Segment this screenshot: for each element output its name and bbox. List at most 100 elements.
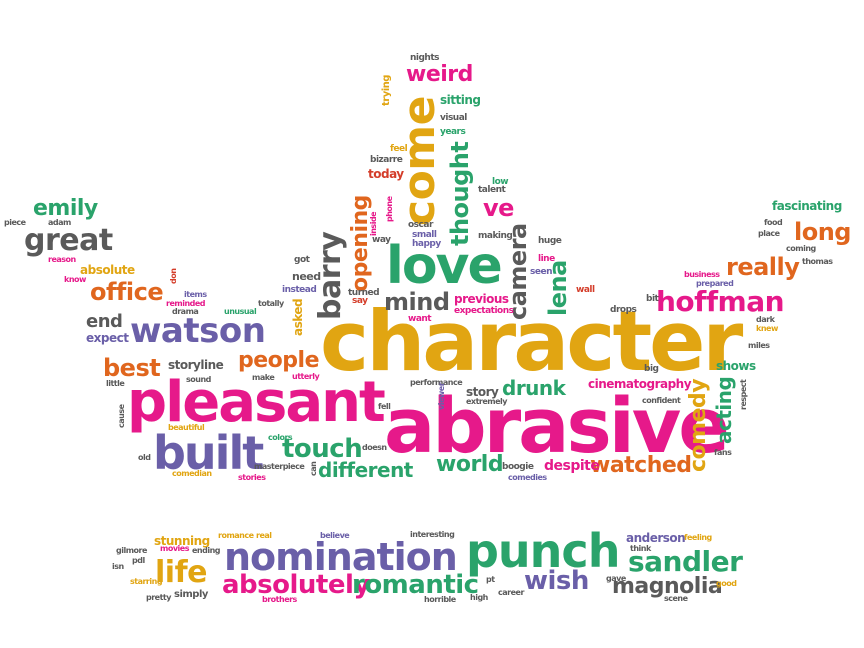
word-boogie: boogie <box>502 462 534 472</box>
word-absolutely: absolutely <box>222 570 370 600</box>
word-long: long <box>794 218 851 246</box>
word-watched: watched <box>590 453 692 478</box>
word-say: say <box>352 296 368 306</box>
word-miles: miles <box>748 341 770 350</box>
word-simply: simply <box>174 589 208 600</box>
word-despite: despite <box>544 458 600 474</box>
word-want: want <box>408 314 432 324</box>
word-totally: totally <box>258 299 284 308</box>
word-masterpiece: masterpiece <box>254 462 305 471</box>
word-colors: colors <box>268 433 293 442</box>
word-business: business <box>684 270 720 279</box>
word-thought: thought <box>446 141 474 246</box>
word-absolute: absolute <box>80 263 135 277</box>
word-doesn: doesn <box>362 443 387 452</box>
word-movies: movies <box>160 544 189 553</box>
word-fascinating: fascinating <box>772 199 842 213</box>
word-wish: wish <box>524 566 589 596</box>
word-watson: watson <box>130 311 266 351</box>
word-really: really <box>726 253 800 281</box>
word-extremely: extremely <box>466 397 508 406</box>
word-sandler: sandler <box>628 545 743 578</box>
word-touch: touch <box>282 434 363 464</box>
word-thomas: thomas <box>802 257 833 266</box>
word-pdl: pdl <box>132 556 145 565</box>
word-asked: asked <box>291 298 305 336</box>
word-hoffman: hoffman <box>656 285 785 318</box>
word-anderson: anderson <box>626 531 686 545</box>
word-character: character <box>320 293 743 390</box>
word-performance: performance <box>410 378 463 387</box>
word-believe: believe <box>320 531 350 540</box>
word-turned: turned <box>348 288 380 298</box>
word-piece: piece <box>4 218 26 227</box>
word-old: old <box>138 453 151 462</box>
word-comedy: comedy <box>686 378 711 472</box>
word-knew: knew <box>756 324 778 333</box>
word-great: great <box>24 223 113 258</box>
word-respect: respect <box>739 379 748 410</box>
word-end: end <box>86 311 123 332</box>
word-acting: acting <box>712 376 736 444</box>
word-gave: gave <box>606 574 626 583</box>
word-romance: romance <box>218 531 254 540</box>
word-different: different <box>318 458 413 482</box>
word-big: big <box>644 364 659 374</box>
word-small: small <box>412 230 437 240</box>
word-know: know <box>64 275 86 284</box>
word-people: people <box>238 348 320 373</box>
word-nomination: nomination <box>224 535 458 579</box>
word-isn: isn <box>112 562 124 571</box>
word-adam: adam <box>48 218 71 227</box>
word-office: office <box>90 278 164 306</box>
word-items: items <box>184 290 207 299</box>
word-pt: pt <box>486 575 495 584</box>
word-punch: punch <box>466 524 620 578</box>
word-drama: drama <box>172 307 199 316</box>
word-previous: previous <box>454 292 509 306</box>
word-sitting: sitting <box>440 93 481 107</box>
word-think: think <box>630 544 651 553</box>
word-scene: scene <box>664 594 688 603</box>
word-fell: fell <box>378 402 391 411</box>
word-reason: reason <box>48 255 76 264</box>
word-cinematography: cinematography <box>588 377 692 391</box>
word-visual: visual <box>440 113 467 123</box>
word-utterly: utterly <box>292 372 320 381</box>
word-food: food <box>764 218 783 227</box>
word-best: best <box>103 354 161 382</box>
word-starring: starring <box>130 577 163 586</box>
word-real: real <box>256 531 272 540</box>
word-fans: fans <box>714 448 732 457</box>
word-shows: shows <box>716 359 756 373</box>
word-sound: sound <box>186 375 211 384</box>
word-stunning: stunning <box>154 534 210 548</box>
word-inside: inside <box>369 211 378 236</box>
word-gilmore: gilmore <box>116 546 147 555</box>
word-world: world <box>436 452 504 477</box>
word-interesting: interesting <box>410 530 455 539</box>
word-built: built <box>153 426 264 480</box>
word-confident: confident <box>642 396 681 405</box>
word-expectations: expectations <box>454 306 514 316</box>
word-mind: mind <box>384 288 450 316</box>
word-comedian: comedian <box>172 469 212 478</box>
word-little: little <box>106 379 125 388</box>
word-romantic: romantic <box>352 570 479 600</box>
word-trying: trying <box>381 75 392 106</box>
word-can: can <box>309 461 318 476</box>
word-line: line <box>538 254 555 264</box>
word-ve: ve <box>483 194 514 222</box>
word-weird: weird <box>406 62 473 87</box>
word-making: making <box>478 231 513 241</box>
word-seen: seen <box>530 267 552 277</box>
word-bit: bit <box>646 294 659 304</box>
word-way: way <box>372 235 391 245</box>
word-today: today <box>368 167 404 181</box>
word-cause: cause <box>117 404 126 428</box>
word-unusual: unusual <box>224 307 257 316</box>
word-good: good <box>716 579 737 588</box>
word-happy: happy <box>412 239 441 249</box>
word-wall: wall <box>576 285 595 295</box>
